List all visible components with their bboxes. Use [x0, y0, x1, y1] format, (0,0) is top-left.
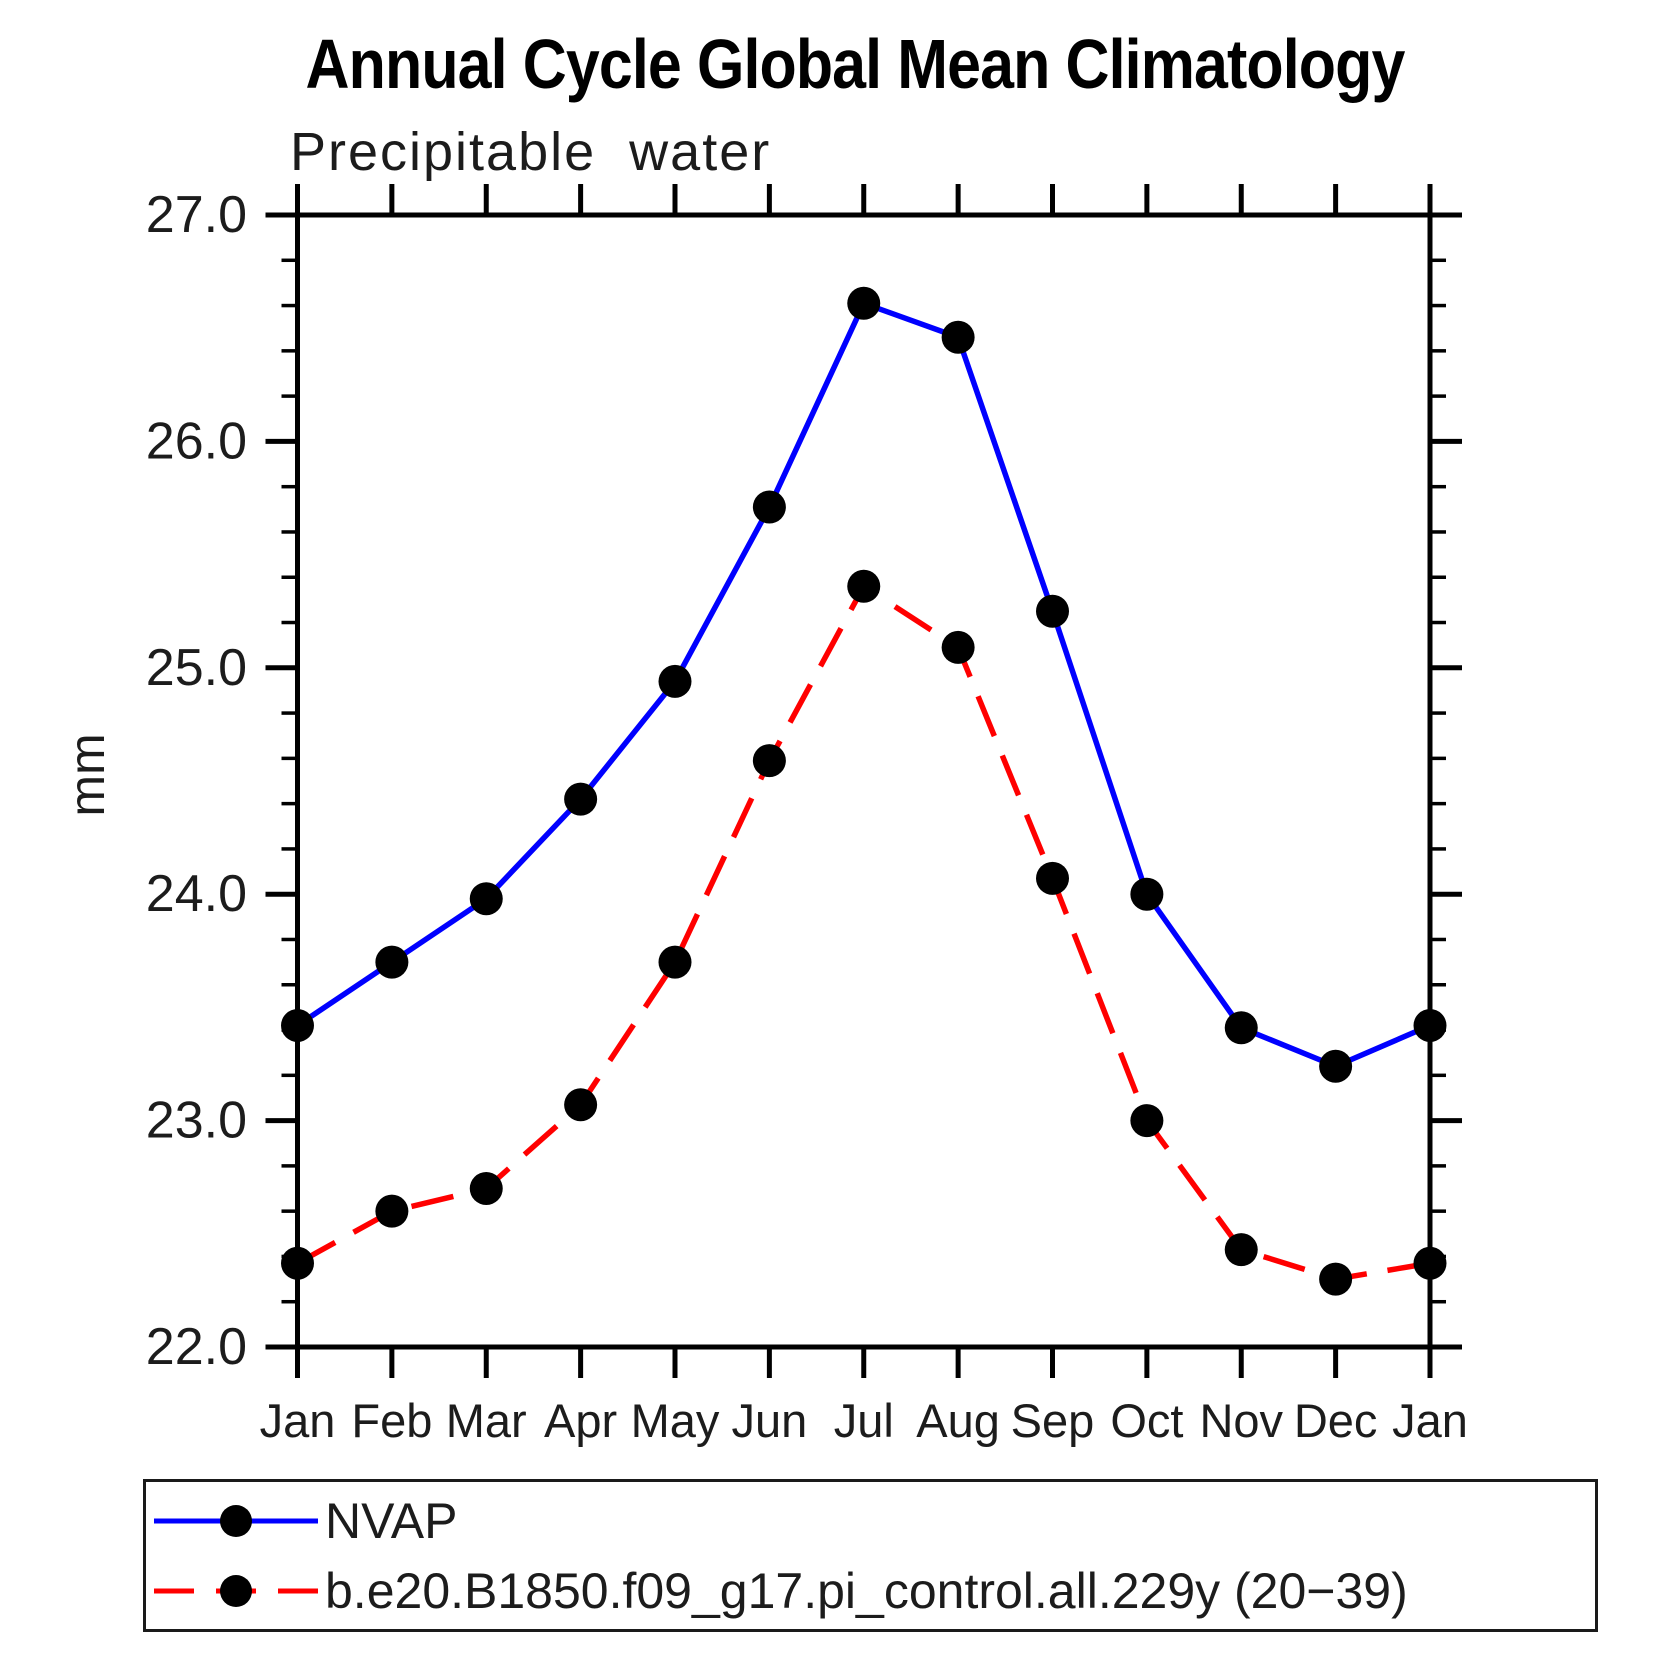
data-point-marker: [941, 630, 975, 664]
x-tick-label: Jan: [260, 1394, 336, 1447]
x-tick-label: Feb: [351, 1394, 432, 1447]
data-point-marker: [1036, 861, 1069, 895]
data-point-marker: [847, 569, 881, 603]
legend-marker-icon: [220, 1505, 252, 1537]
data-point-marker: [375, 1194, 409, 1228]
series-line-model: [296, 583, 1431, 1282]
data-point-marker: [847, 286, 881, 320]
y-tick-label: 24.0: [146, 865, 247, 923]
data-point-marker: [658, 945, 692, 979]
y-tick-label: 25.0: [146, 639, 247, 697]
x-tick-label: Mar: [446, 1394, 527, 1447]
legend-swatch-solid-line: [154, 1505, 318, 1537]
legend-label-model: b.e20.B1850.f09_g17.pi_control.all.229y …: [325, 1563, 1408, 1619]
data-point-marker: [752, 490, 786, 524]
data-point-marker: [1130, 877, 1164, 911]
data-point-marker: [281, 1246, 314, 1280]
data-point-marker: [1224, 1011, 1258, 1045]
data-point-marker: [1413, 1009, 1447, 1043]
legend-marker-icon: [220, 1575, 252, 1607]
y-tick-label: 27.0: [146, 186, 247, 244]
data-point-marker: [564, 1088, 598, 1122]
x-tick-label: Jun: [731, 1394, 807, 1447]
data-point-marker: [469, 882, 503, 916]
data-point-marker: [941, 320, 975, 354]
y-tick-label: 23.0: [146, 1092, 247, 1150]
data-point-marker: [1036, 594, 1069, 628]
x-tick-label: Sep: [1011, 1394, 1095, 1447]
y-tick-label: 22.0: [146, 1318, 247, 1376]
legend-entry-model: b.e20.B1850.f09_g17.pi_control.all.229y …: [150, 1560, 1408, 1622]
data-point-marker: [1319, 1262, 1353, 1296]
x-tick-label: Apr: [544, 1394, 617, 1447]
x-tick-label: Jan: [1392, 1394, 1468, 1447]
y-tick-label: 26.0: [146, 412, 247, 470]
legend-swatch-dashed-line: [154, 1575, 318, 1607]
data-point-marker: [564, 782, 598, 816]
x-tick-label: Nov: [1199, 1394, 1283, 1447]
y-axis-title: mm: [59, 733, 115, 816]
data-point-marker: [281, 1009, 314, 1043]
x-tick-label: Aug: [916, 1394, 1000, 1447]
chart-title: Annual Cycle Global Mean Climatology: [305, 25, 1406, 103]
x-tick-label: Oct: [1110, 1394, 1183, 1447]
data-point-marker: [1130, 1104, 1164, 1138]
x-tick-label: May: [631, 1394, 720, 1447]
data-point-marker: [1224, 1233, 1258, 1267]
chart-subtitle: Precipitable water: [290, 122, 772, 182]
data-point-marker: [1413, 1246, 1447, 1280]
data-point-marker: [658, 664, 692, 698]
legend: NVAP b.e20.B1850.f09_g17.pi_control.all.…: [143, 1479, 1598, 1632]
x-tick-label: Dec: [1294, 1394, 1378, 1447]
data-point-marker: [752, 744, 786, 778]
data-point-marker: [375, 945, 409, 979]
x-tick-label: Jul: [834, 1394, 894, 1447]
legend-entry-nvap: NVAP: [150, 1490, 457, 1552]
legend-label-nvap: NVAP: [325, 1493, 458, 1549]
data-point-marker: [469, 1172, 503, 1206]
data-point-marker: [1319, 1049, 1353, 1083]
series-line-nvap: [295, 300, 1432, 1070]
